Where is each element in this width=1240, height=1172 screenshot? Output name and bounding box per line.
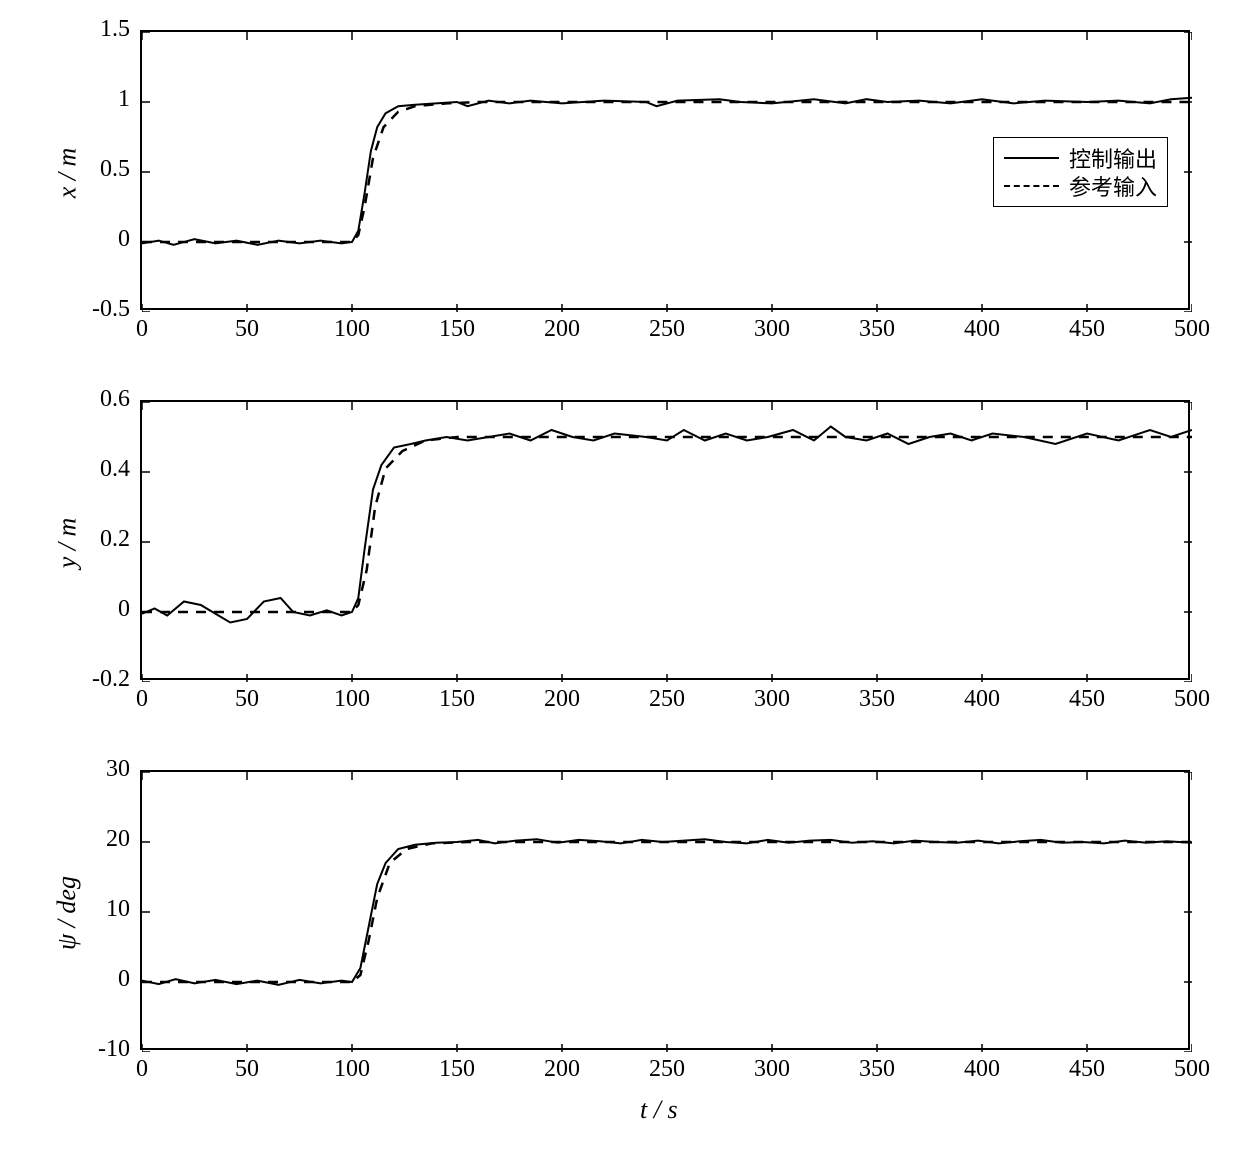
xtick-label: 300 [752, 686, 792, 713]
ytick-label: 0 [118, 966, 130, 993]
xtick-label: 250 [647, 1056, 687, 1083]
panel-y: y / m [140, 400, 1190, 680]
xtick-label: 350 [857, 1056, 897, 1083]
ytick-label: 0 [118, 226, 130, 253]
legend-item-reference: 参考输入 [1004, 172, 1157, 200]
xtick-label: 300 [752, 1056, 792, 1083]
xtick-label: 100 [332, 316, 372, 343]
xtick-label: 200 [542, 316, 582, 343]
xtick-label: 400 [962, 686, 1002, 713]
legend-line-dashed [1004, 185, 1059, 187]
xtick-label: 450 [1067, 1056, 1107, 1083]
ytick-label: 0.5 [100, 156, 130, 183]
ytick-label: 0.6 [100, 386, 130, 413]
xtick-label: 50 [227, 1056, 267, 1083]
ytick-label: 1.5 [100, 16, 130, 43]
xtick-label: 500 [1172, 316, 1212, 343]
xlabel: t / s [640, 1095, 678, 1125]
xtick-label: 500 [1172, 686, 1212, 713]
xtick-label: 250 [647, 316, 687, 343]
xtick-label: 0 [122, 316, 162, 343]
xtick-label: 500 [1172, 1056, 1212, 1083]
plot-area-y [140, 400, 1190, 680]
xtick-label: 350 [857, 686, 897, 713]
ylabel-x-text: x / m [52, 148, 81, 199]
ytick-label: 20 [106, 826, 130, 853]
legend: 控制输出 参考输入 [993, 137, 1168, 207]
plot-svg-y [142, 402, 1192, 682]
xtick-label: 150 [437, 316, 477, 343]
xtick-label: 450 [1067, 316, 1107, 343]
panel-x: 控制输出 参考输入 x / m [140, 30, 1190, 310]
ytick-label: 1 [118, 86, 130, 113]
xtick-label: 0 [122, 1056, 162, 1083]
xtick-label: 150 [437, 1056, 477, 1083]
xtick-label: 50 [227, 316, 267, 343]
figure: 控制输出 参考输入 x / m y / m ψ / deg [0, 0, 1240, 1172]
xtick-label: 200 [542, 1056, 582, 1083]
ytick-label: 0.4 [100, 456, 130, 483]
xtick-label: 250 [647, 686, 687, 713]
xtick-label: 300 [752, 316, 792, 343]
xtick-label: 150 [437, 686, 477, 713]
xtick-label: 400 [962, 316, 1002, 343]
ylabel-x: x / m [52, 148, 82, 199]
xtick-label: 0 [122, 686, 162, 713]
ylabel-y-text: y / m [52, 518, 81, 569]
plot-area-x: 控制输出 参考输入 [140, 30, 1190, 310]
xtick-label: 200 [542, 686, 582, 713]
ylabel-psi: ψ / deg [52, 876, 82, 950]
xlabel-text: t / s [640, 1095, 678, 1124]
ytick-label: 10 [106, 896, 130, 923]
ytick-label: 0.2 [100, 526, 130, 553]
legend-line-solid [1004, 157, 1059, 159]
xtick-label: 100 [332, 686, 372, 713]
xtick-label: 50 [227, 686, 267, 713]
panel-psi: ψ / deg [140, 770, 1190, 1050]
xtick-label: 350 [857, 316, 897, 343]
xtick-label: 100 [332, 1056, 372, 1083]
xtick-label: 450 [1067, 686, 1107, 713]
legend-label-reference: 参考输入 [1069, 170, 1157, 202]
ytick-label: 0 [118, 596, 130, 623]
xtick-label: 400 [962, 1056, 1002, 1083]
legend-item-control: 控制输出 [1004, 144, 1157, 172]
ylabel-y: y / m [52, 518, 82, 569]
ylabel-psi-text: ψ / deg [52, 876, 81, 950]
plot-svg-psi [142, 772, 1192, 1052]
ytick-label: 30 [106, 756, 130, 783]
plot-area-psi [140, 770, 1190, 1050]
